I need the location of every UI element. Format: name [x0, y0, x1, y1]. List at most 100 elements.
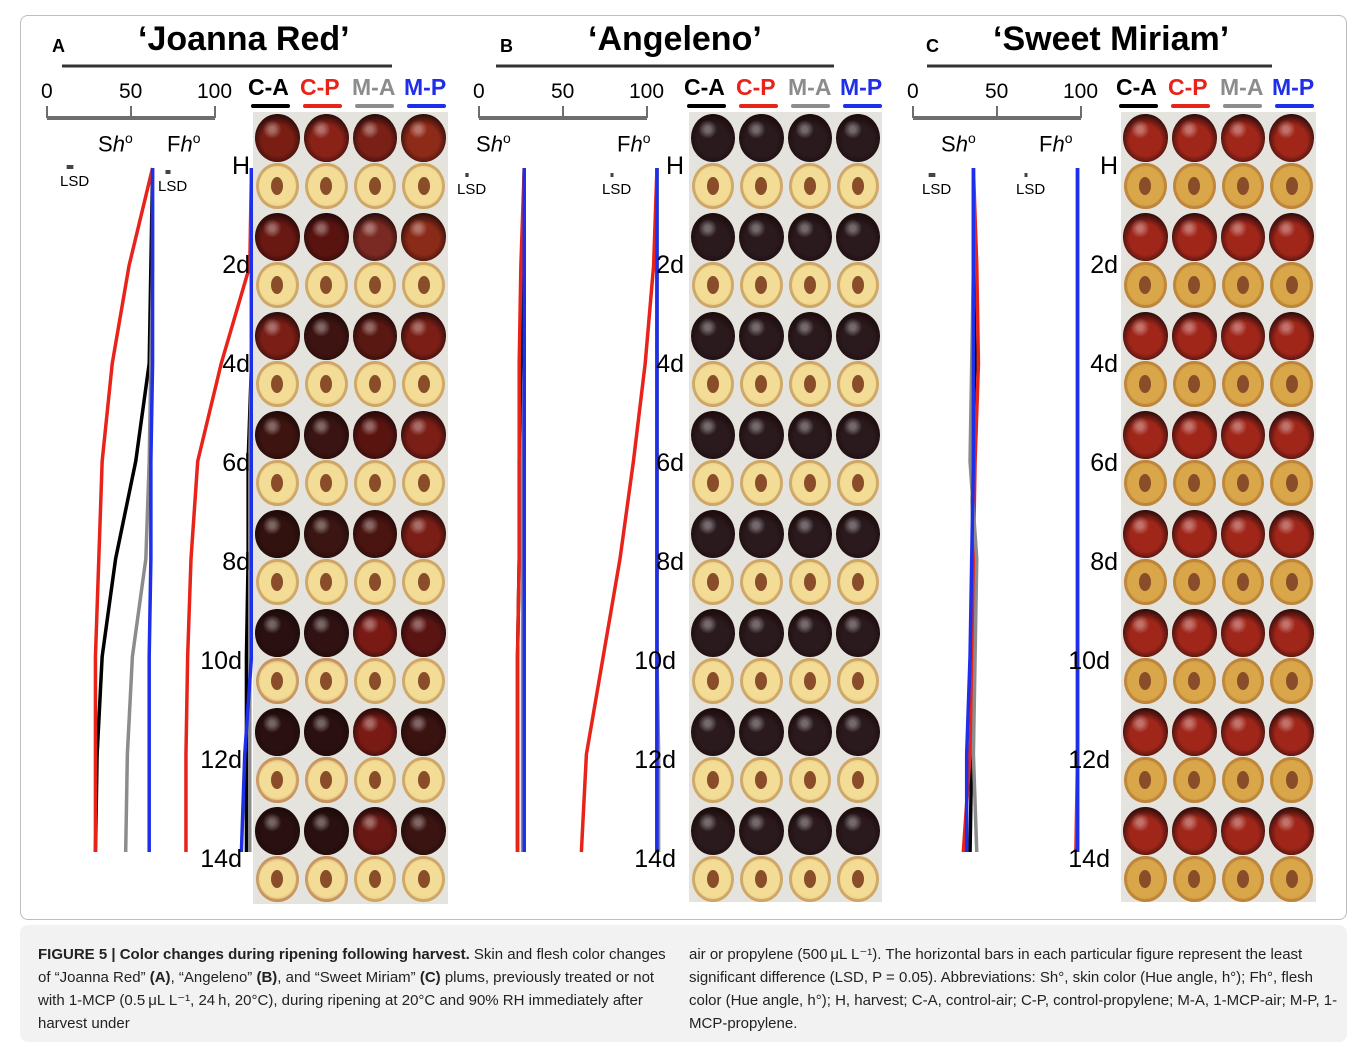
day-label: 14d: [634, 845, 676, 873]
plum-flesh-photo: [402, 162, 445, 209]
scale-tick-label: 0: [41, 80, 53, 103]
plum-pit: [1188, 473, 1201, 492]
plum-flesh-photo: [740, 558, 783, 605]
plum-pit: [320, 176, 333, 195]
hue-label-part: h: [180, 131, 193, 157]
treatment-label: M-P: [1272, 74, 1315, 100]
plum-pit: [271, 869, 284, 888]
plum-pit: [1139, 671, 1152, 690]
plum-pit: [271, 374, 284, 393]
treatment-label: C-A: [684, 74, 725, 100]
plum-flesh-photo: [788, 855, 831, 902]
treatment-label: C-P: [300, 74, 340, 100]
plum-flesh-photo: [788, 657, 831, 704]
hue-label-part: o: [502, 130, 511, 146]
plum-pit: [1139, 176, 1152, 195]
plum-pit: [1285, 869, 1298, 888]
plum-flesh-photo: [1270, 261, 1313, 308]
day-label: 8d: [656, 548, 684, 576]
plum-pit: [707, 572, 720, 591]
plum-flesh-photo: [256, 459, 299, 506]
plum-skin-photo: [835, 213, 880, 261]
plum-flesh-photo: [1124, 360, 1167, 407]
plum-flesh-photo: [740, 756, 783, 803]
plum-flesh-photo: [1221, 459, 1265, 506]
plum-skin-photo: [1123, 510, 1168, 558]
panel-title: ‘Angeleno’: [588, 20, 762, 58]
hue-label-part: h: [490, 131, 503, 157]
plum-pit: [368, 572, 381, 591]
plum-flesh-photo: [692, 261, 735, 308]
plum-pit: [851, 473, 864, 492]
plum-flesh-photo: [1172, 756, 1216, 803]
plum-pit: [271, 671, 284, 690]
plum-pit: [368, 473, 381, 492]
plum-pit: [755, 572, 768, 591]
plum-pit: [368, 671, 381, 690]
plum-pit: [417, 572, 430, 591]
plum-flesh-photo: [304, 261, 348, 308]
plum-flesh-photo: [788, 261, 831, 308]
treatment-label: C-A: [248, 74, 289, 100]
plum-pit: [417, 374, 430, 393]
scale-tick-label: 0: [473, 80, 485, 103]
plum-flesh-photo: [402, 261, 445, 308]
plum-pit: [320, 572, 333, 591]
plum-pit: [417, 671, 430, 690]
plum-skin-photo: [255, 510, 300, 558]
plum-skin-photo: [835, 411, 880, 459]
skin-hue-label: Sho: [476, 130, 511, 157]
plum-pit: [1236, 275, 1249, 294]
day-label: 6d: [222, 449, 250, 477]
plum-flesh-photo: [256, 657, 299, 704]
plum-pit: [320, 869, 333, 888]
plum-skin-photo: [255, 609, 300, 657]
caption-text-2: , “Angeleno”: [170, 969, 257, 986]
plum-skin-photo: [352, 213, 398, 261]
plum-pit: [1188, 275, 1201, 294]
plum-pit: [707, 176, 720, 195]
plum-flesh-photo: [740, 855, 783, 902]
plum-pit: [851, 671, 864, 690]
caption-text-1: Skin and flesh color changes of “Joanna …: [38, 946, 666, 986]
plum-pit: [1188, 374, 1201, 393]
plum-flesh-photo: [1221, 558, 1265, 605]
plum-skin-photo: [255, 411, 300, 459]
plum-skin-photo: [691, 609, 736, 657]
plum-skin-photo: [1123, 609, 1168, 657]
panel-letter: A: [52, 36, 65, 56]
plum-skin-photo: [1171, 807, 1217, 855]
plum-flesh-photo: [788, 756, 831, 803]
hue-label-part: o: [642, 130, 651, 146]
flesh-hue-label: Fho: [1039, 130, 1073, 157]
plum-skin-photo: [1171, 411, 1217, 459]
plum-skin-photo: [352, 510, 398, 558]
plum-flesh-photo: [836, 855, 879, 902]
plum-pit: [1188, 770, 1201, 789]
plum-skin-photo: [401, 213, 446, 261]
plum-pit: [707, 473, 720, 492]
plum-pit: [417, 473, 430, 492]
plum-pit: [1236, 869, 1249, 888]
day-label: 10d: [1068, 647, 1110, 675]
plum-flesh-photo: [256, 558, 299, 605]
plum-skin-photo: [1123, 807, 1168, 855]
plum-skin-photo: [787, 807, 832, 855]
plum-skin-photo: [835, 114, 880, 162]
plum-flesh-photo: [1270, 657, 1313, 704]
plum-flesh-photo: [740, 459, 783, 506]
plum-flesh-photo: [1172, 261, 1216, 308]
plum-flesh-photo: [1270, 459, 1313, 506]
plum-flesh-photo: [353, 162, 397, 209]
day-label: 2d: [656, 251, 684, 279]
plum-skin-photo: [303, 312, 349, 360]
plum-skin-photo: [1220, 312, 1266, 360]
plum-skin-photo: [1220, 114, 1266, 162]
plum-skin-photo: [1269, 708, 1314, 756]
plum-flesh-photo: [1172, 459, 1216, 506]
plum-pit: [1285, 275, 1298, 294]
plum-flesh-photo: [304, 360, 348, 407]
plum-pit: [1236, 572, 1249, 591]
plum-skin-photo: [1220, 708, 1266, 756]
plum-pit: [851, 275, 864, 294]
